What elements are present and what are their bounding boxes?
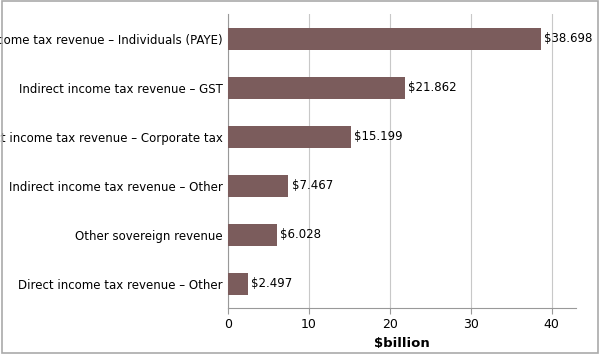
Text: $7.467: $7.467 — [292, 179, 333, 192]
X-axis label: $billion: $billion — [374, 337, 430, 350]
Bar — [228, 175, 289, 196]
Bar — [228, 126, 351, 148]
Text: $2.497: $2.497 — [251, 277, 293, 290]
Text: $15.199: $15.199 — [354, 130, 403, 143]
Bar — [228, 76, 405, 98]
Bar — [228, 28, 541, 50]
Text: $38.698: $38.698 — [544, 32, 593, 45]
Bar — [228, 224, 277, 246]
Text: $6.028: $6.028 — [280, 228, 321, 241]
Text: $21.862: $21.862 — [408, 81, 457, 94]
Bar — [228, 273, 248, 295]
